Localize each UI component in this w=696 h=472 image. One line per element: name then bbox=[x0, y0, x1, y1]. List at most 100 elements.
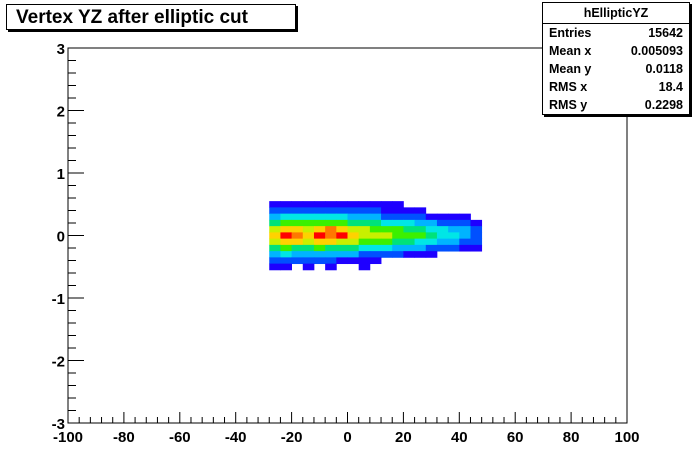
heatmap-cell bbox=[369, 232, 382, 240]
heatmap-cell bbox=[291, 201, 304, 208]
heatmap-cell bbox=[459, 244, 471, 252]
heatmap-cell bbox=[425, 244, 438, 252]
heatmap-cell bbox=[280, 232, 292, 240]
heatmap-cell bbox=[269, 263, 281, 271]
heatmap-cell bbox=[269, 232, 281, 240]
stats-row-mean-y: Mean y 0.0118 bbox=[543, 60, 689, 78]
heatmap-cell bbox=[436, 219, 449, 227]
heatmap-cell bbox=[280, 219, 292, 227]
heatmap-cell bbox=[392, 232, 404, 240]
x-tick-label: -40 bbox=[225, 429, 247, 446]
heatmap-cell bbox=[369, 257, 382, 265]
y-tick-label: 2 bbox=[57, 104, 65, 121]
heatmap-cell bbox=[302, 251, 315, 258]
heatmap-cell bbox=[425, 226, 438, 233]
heatmap-cell bbox=[381, 219, 393, 227]
stats-label: Mean y bbox=[549, 62, 592, 76]
heatmap-cell bbox=[313, 201, 326, 208]
heatmap-cell bbox=[325, 207, 337, 215]
heatmap-cell bbox=[325, 257, 337, 265]
heatmap-cell bbox=[325, 251, 337, 258]
heatmap-cell bbox=[381, 238, 393, 246]
heatmap-cell bbox=[381, 232, 393, 240]
heatmap-cell bbox=[448, 238, 460, 246]
heatmap-cell bbox=[347, 226, 360, 233]
heatmap-cell bbox=[302, 226, 315, 233]
heatmap-cell bbox=[358, 226, 371, 233]
heatmap-cell bbox=[269, 257, 281, 265]
heatmap-cell bbox=[369, 207, 382, 215]
heatmap-cell bbox=[313, 226, 326, 233]
heatmap-cell bbox=[302, 263, 315, 271]
heatmap-cell bbox=[470, 226, 483, 233]
heatmap-cell bbox=[302, 257, 315, 265]
heatmap-cell bbox=[414, 219, 427, 227]
heatmap-cell bbox=[302, 207, 315, 215]
heatmap-cell bbox=[381, 244, 393, 252]
heatmap-cell bbox=[313, 244, 326, 252]
heatmap-cell bbox=[336, 201, 348, 208]
heatmap-cell bbox=[291, 238, 304, 246]
heatmap-cell bbox=[291, 213, 304, 221]
heatmap-cell bbox=[470, 238, 483, 246]
heatmap-cell bbox=[313, 238, 326, 246]
heatmap-cell bbox=[459, 219, 471, 227]
heatmap-cell bbox=[459, 238, 471, 246]
heatmap-cell bbox=[325, 219, 337, 227]
heatmap-cell bbox=[347, 232, 360, 240]
heatmap-cell bbox=[358, 251, 371, 258]
heatmap-cell bbox=[414, 226, 427, 233]
heatmap-cell bbox=[313, 257, 326, 265]
heatmap-cell bbox=[403, 232, 415, 240]
heatmap-cell bbox=[280, 263, 292, 271]
heatmap-cell bbox=[269, 251, 281, 258]
heatmap-cell bbox=[347, 257, 360, 265]
y-axis: -3 -2 -1 0 1 2 3 bbox=[52, 41, 84, 433]
heatmap-cell bbox=[347, 238, 360, 246]
y-tick-label: -2 bbox=[52, 354, 65, 371]
heatmap-cell bbox=[425, 251, 438, 258]
heatmap-cell bbox=[302, 219, 315, 227]
heatmap-cell bbox=[403, 251, 415, 258]
heatmap-cell bbox=[436, 226, 449, 233]
y-tick-label: 3 bbox=[57, 41, 65, 58]
heatmap-cell bbox=[291, 257, 304, 265]
heatmap-cell bbox=[269, 207, 281, 215]
y-tick-label: -3 bbox=[52, 416, 65, 433]
x-tick-label: 20 bbox=[395, 429, 412, 446]
heatmap-cell bbox=[392, 251, 404, 258]
heatmap-cell bbox=[280, 257, 292, 265]
stats-row-rms-y: RMS y 0.2298 bbox=[543, 96, 689, 114]
heatmap-cell bbox=[280, 238, 292, 246]
heatmap-cell bbox=[291, 207, 304, 215]
heatmap-cell bbox=[369, 244, 382, 252]
heatmap-cell bbox=[336, 219, 348, 227]
heatmap-cell bbox=[269, 244, 281, 252]
stats-value: 0.005093 bbox=[630, 44, 683, 58]
heatmap-cell bbox=[392, 226, 404, 233]
x-tick-label: 100 bbox=[614, 429, 639, 446]
heatmap-cell bbox=[325, 226, 337, 233]
heatmap-cell bbox=[425, 232, 438, 240]
heatmap-cell bbox=[414, 251, 427, 258]
y-tick-label: 1 bbox=[57, 166, 65, 183]
heatmap-cell bbox=[448, 226, 460, 233]
x-tick-label: -80 bbox=[113, 429, 135, 446]
heatmap-cell bbox=[436, 213, 449, 221]
heatmap-cell bbox=[403, 226, 415, 233]
heatmap-cell bbox=[269, 226, 281, 233]
stats-value: 0.2298 bbox=[644, 98, 683, 112]
heatmap-cell bbox=[369, 201, 382, 208]
heatmap-cell bbox=[302, 213, 315, 221]
heatmap-cell bbox=[336, 257, 348, 265]
heatmap-cell bbox=[403, 207, 415, 215]
heatmap-cell bbox=[291, 219, 304, 227]
heatmap-cell bbox=[381, 201, 393, 208]
stats-row-mean-x: Mean x 0.005093 bbox=[543, 42, 689, 60]
heatmap-cell bbox=[448, 244, 460, 252]
heatmap-cell bbox=[280, 251, 292, 258]
heatmap-cell bbox=[369, 226, 382, 233]
heatmap-cell bbox=[325, 263, 337, 271]
heatmap-cell bbox=[414, 213, 427, 221]
x-axis: -100 -80 -60 -40 -20 0 20 40 60 80 100 bbox=[53, 412, 640, 446]
